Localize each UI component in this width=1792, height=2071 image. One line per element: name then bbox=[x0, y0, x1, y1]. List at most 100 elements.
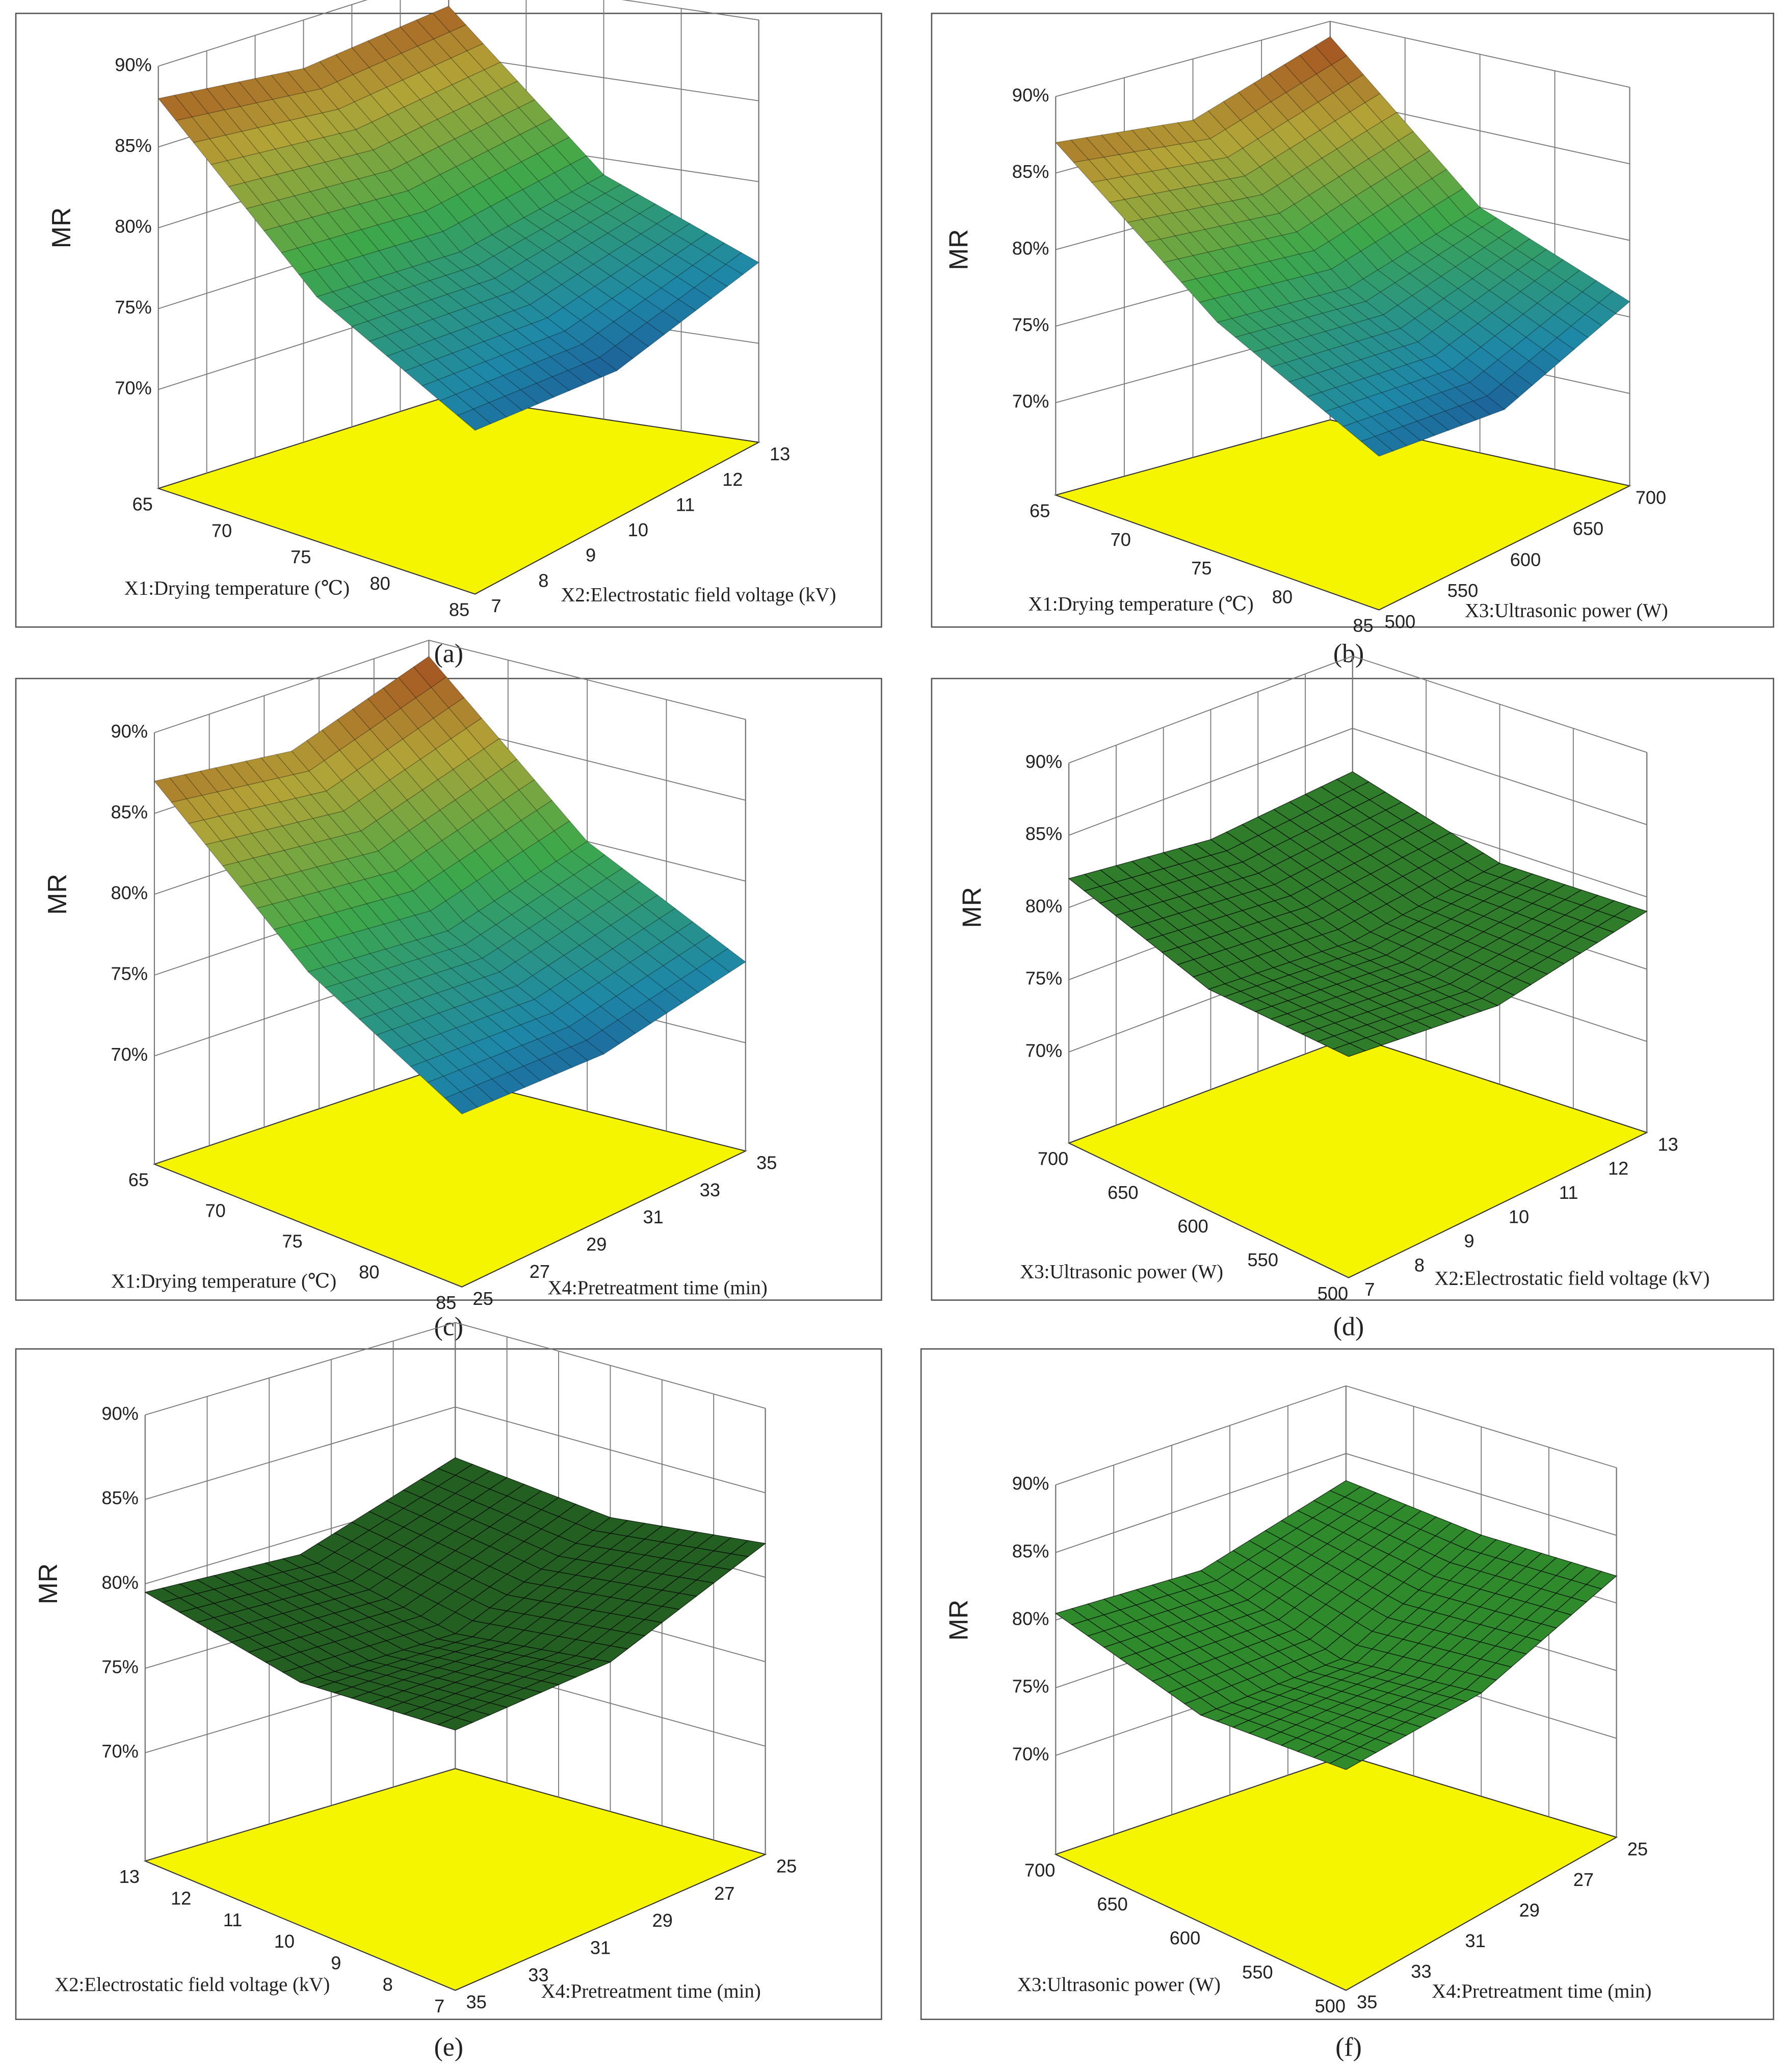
z-tick-label: 85% bbox=[1025, 823, 1063, 844]
y-tick-label: 7 bbox=[491, 595, 501, 616]
x-tick-label: 700 bbox=[1038, 1148, 1068, 1169]
y-axis-label: X4:Pretreatment time (min) bbox=[1432, 1980, 1651, 2002]
y-tick-label: 25 bbox=[1627, 1839, 1648, 1859]
panel-label: (b) bbox=[1333, 639, 1364, 668]
x-tick-label: 70 bbox=[205, 1200, 226, 1221]
y-tick-label: 8 bbox=[538, 570, 548, 591]
surface-panel: 70% 75% 80% 85% 90% 65 70 75 80 85 25 27 29 31 33 35 X1:… bbox=[15, 640, 882, 1341]
surface-patch bbox=[680, 968, 715, 993]
y-tick-label: 33 bbox=[528, 1964, 548, 1985]
x-tick-label: 70 bbox=[212, 520, 232, 541]
surface-patch bbox=[536, 376, 570, 398]
y-tick-label: 9 bbox=[1464, 1230, 1474, 1251]
y-tick-label: 9 bbox=[586, 545, 596, 566]
y-tick-label: 31 bbox=[643, 1207, 663, 1227]
surface-patch bbox=[1542, 337, 1575, 362]
y-axis-label: X2:Electrostatic field voltage (kV) bbox=[1434, 1268, 1709, 1290]
x-axis-label: X1:Drying temperature (℃) bbox=[111, 1270, 336, 1292]
x-tick-label: 85 bbox=[1353, 615, 1373, 636]
x-tick-label: 500 bbox=[1317, 1283, 1348, 1304]
y-axis-label: X3:Ultrasonic power (W) bbox=[1465, 600, 1668, 622]
x-tick-label: 75 bbox=[291, 546, 311, 567]
z-tick-label: 85% bbox=[1012, 1540, 1049, 1561]
z-grid-line bbox=[1068, 656, 1647, 764]
x-tick-label: 8 bbox=[383, 1974, 393, 1995]
x-tick-label: 700 bbox=[1024, 1859, 1055, 1880]
floor bbox=[1053, 419, 1631, 611]
panel-frame bbox=[15, 677, 882, 1301]
y-tick-label: 29 bbox=[652, 1910, 673, 1931]
y-tick-label: 27 bbox=[1573, 1869, 1594, 1890]
y-tick-label: 29 bbox=[586, 1234, 607, 1255]
surface-panel: 70% 75% 80% 85% 90% 65 70 75 80 85 500 550 600 650 700… bbox=[931, 12, 1775, 668]
floor bbox=[152, 1071, 747, 1288]
surface-panel: 70% 75% 80% 85% 90% 65 70 75 80 85 7 8 9 10 11 12 13 X1:D… bbox=[15, 0, 882, 668]
z-tick-label: 90% bbox=[101, 1403, 139, 1424]
surface-patch bbox=[1472, 396, 1505, 415]
z-tick-label: 75% bbox=[1012, 314, 1049, 335]
surface-patch bbox=[583, 357, 618, 378]
y-tick-label: 12 bbox=[1608, 1158, 1628, 1179]
x-tick-label: 65 bbox=[1030, 500, 1050, 521]
z-axis-label: MR bbox=[42, 874, 72, 915]
z-tick-label: 80% bbox=[1012, 238, 1049, 258]
z-tick-label: 70% bbox=[101, 1741, 139, 1762]
panel-label: (d) bbox=[1333, 1312, 1364, 1341]
surface-patch bbox=[1332, 1043, 1366, 1057]
surface-patch bbox=[1329, 1754, 1362, 1770]
panel-label: (a) bbox=[434, 639, 463, 668]
panel-label: (f) bbox=[1335, 2033, 1362, 2062]
z-tick-label: 75% bbox=[111, 963, 148, 984]
y-tick-label: 33 bbox=[1411, 1961, 1431, 1982]
y-tick-label: 550 bbox=[1447, 580, 1478, 601]
floor bbox=[1067, 1035, 1648, 1278]
surface-patch bbox=[725, 252, 759, 275]
z-tick-label: 80% bbox=[101, 1572, 139, 1593]
surface-patch bbox=[1360, 436, 1394, 457]
y-tick-label: 700 bbox=[1636, 487, 1666, 508]
surface-panel: 70% 75% 80% 85% 90% 7 8 9 10 11 12 13 25 27 29 31 33 35 X2… bbox=[15, 1322, 882, 2062]
y-tick-label: 33 bbox=[700, 1179, 720, 1200]
x-tick-label: 9 bbox=[331, 1952, 341, 1973]
y-tick-label: 31 bbox=[1465, 1930, 1485, 1951]
surface-patch bbox=[1570, 314, 1602, 338]
floor bbox=[143, 1768, 767, 1991]
z-tick-label: 70% bbox=[115, 378, 152, 399]
y-axis-label: X2:Electrostatic field voltage (kV) bbox=[561, 584, 836, 606]
x-tick-label: 12 bbox=[171, 1888, 191, 1909]
x-tick-label: 65 bbox=[128, 1169, 149, 1190]
x-tick-label: 80 bbox=[359, 1262, 379, 1282]
y-tick-label: 11 bbox=[1559, 1182, 1578, 1203]
y-tick-label: 7 bbox=[1364, 1279, 1375, 1300]
x-tick-label: 650 bbox=[1108, 1182, 1138, 1203]
y-tick-label: 27 bbox=[714, 1883, 734, 1904]
surface-patch bbox=[1388, 426, 1421, 447]
y-axis-label: X4:Pretreatment time (min) bbox=[547, 1277, 767, 1299]
panel-frame bbox=[931, 12, 1775, 628]
surface-patch bbox=[507, 1065, 542, 1088]
surface-patch bbox=[476, 1079, 510, 1102]
z-tick-label: 85% bbox=[101, 1487, 139, 1508]
y-tick-label: 12 bbox=[722, 469, 743, 490]
x-axis-label: X1:Drying temperature (℃) bbox=[1028, 593, 1253, 615]
y-tick-label: 650 bbox=[1573, 518, 1603, 539]
z-tick-label: 70% bbox=[1025, 1040, 1063, 1061]
x-tick-label: 600 bbox=[1177, 1216, 1208, 1237]
surface-patch bbox=[599, 345, 634, 372]
z-tick-label: 70% bbox=[1012, 1743, 1049, 1764]
surface-patch bbox=[551, 370, 586, 391]
z-tick-label: 80% bbox=[111, 882, 148, 903]
y-tick-label: 35 bbox=[756, 1152, 777, 1173]
z-tick-label: 80% bbox=[1025, 896, 1063, 916]
z-tick-label: 75% bbox=[115, 297, 152, 318]
x-tick-label: 13 bbox=[119, 1866, 140, 1887]
x-tick-label: 85 bbox=[436, 1292, 456, 1313]
z-axis-label: MR bbox=[46, 207, 76, 249]
y-tick-label: 500 bbox=[1385, 611, 1415, 632]
surface-patch bbox=[570, 1040, 604, 1061]
surface-patch bbox=[457, 408, 492, 431]
surface-panel: 70% 75% 80% 85% 90% 500 550 600 650 700 25 27 29 31 33… bbox=[920, 1348, 1775, 2062]
y-axis-label: X4:Pretreatment time (min) bbox=[541, 1980, 761, 2002]
y-tick-label: 25 bbox=[472, 1288, 493, 1309]
z-axis-label: MR bbox=[944, 229, 973, 270]
